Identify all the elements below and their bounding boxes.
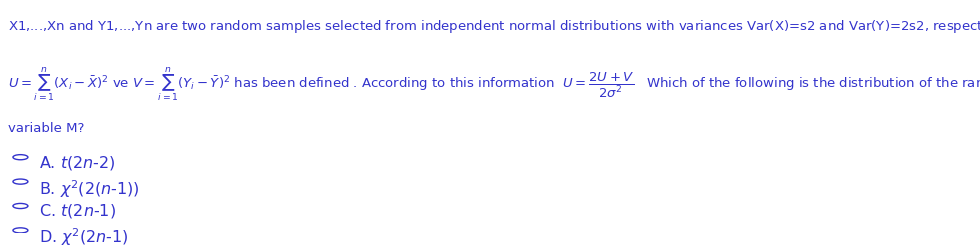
Text: A. $t(2n$-$2)$: A. $t(2n$-$2)$ — [39, 153, 116, 171]
Text: C. $t(2n$-$1)$: C. $t(2n$-$1)$ — [39, 202, 116, 220]
Text: variable M?: variable M? — [8, 122, 84, 135]
Text: B. $\chi^2(2(n$-$1))$: B. $\chi^2(2(n$-$1))$ — [39, 177, 139, 199]
Text: X1,...,Xn and Y1,...,Yn are two random samples selected from independent normal : X1,...,Xn and Y1,...,Yn are two random s… — [8, 18, 980, 37]
Text: $U = \sum_{i=1}^{n}(X_i - \bar{X})^2$ ve $V = \sum_{i=1}^{n}(Y_i - \bar{Y})^2$ h: $U = \sum_{i=1}^{n}(X_i - \bar{X})^2$ ve… — [8, 66, 980, 104]
Text: D. $\chi^2(2n$-$1)$: D. $\chi^2(2n$-$1)$ — [39, 226, 128, 248]
